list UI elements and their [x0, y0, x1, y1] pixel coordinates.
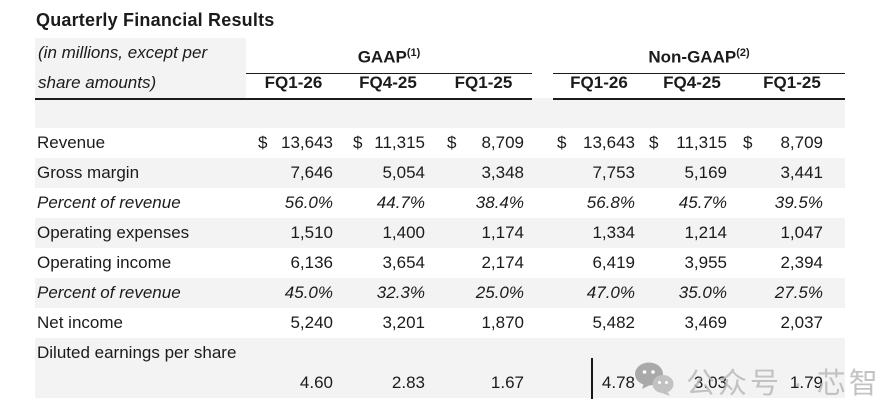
- dollar-sign: $: [447, 133, 457, 152]
- cell-value: 56.0%: [284, 193, 333, 212]
- cell-value: 38.4%: [475, 193, 524, 212]
- dollar-sign: $: [649, 133, 659, 152]
- cell-value: 1,400: [382, 223, 425, 242]
- text-cursor: [591, 358, 593, 399]
- row-label: Percent of revenue: [37, 193, 181, 212]
- cell-value: 2,394: [780, 253, 823, 272]
- cell-value: 3,348: [481, 163, 524, 182]
- cell-value: 5,169: [684, 163, 727, 182]
- row-label: Gross margin: [37, 163, 140, 182]
- gaap-group-header: GAAP(1): [246, 38, 532, 74]
- row-label: Operating expenses: [37, 223, 190, 242]
- cell-value: 25.0%: [475, 283, 524, 302]
- cell-value: 3,469: [684, 313, 727, 332]
- table-row-net-income: Net income 5,240 3,201 1,870 5,482 3,469…: [35, 308, 845, 338]
- cell-value: 8,709: [780, 133, 823, 152]
- table-row-operating-income: Operating income 6,136 3,654 2,174 6,419…: [35, 248, 845, 278]
- cell-value: 44.7%: [376, 193, 425, 212]
- cell-value: 4.78: [601, 373, 635, 392]
- cell-value: 1,334: [592, 223, 635, 242]
- row-label: Operating income: [37, 253, 172, 272]
- cell-value: 11,315: [676, 133, 727, 152]
- non-gaap-footnote-marker: (2): [736, 47, 750, 59]
- row-label: Percent of revenue: [37, 283, 181, 302]
- cell-value: 13,643: [583, 133, 635, 152]
- page-title: Quarterly Financial Results: [36, 10, 275, 30]
- col-gaap-fq1-26: FQ1-26: [246, 68, 341, 100]
- units-note-line2: share amounts): [35, 68, 246, 100]
- row-label: Revenue: [37, 133, 106, 152]
- cell-value: 2,174: [481, 253, 524, 272]
- cell-value: 13,643: [281, 133, 333, 152]
- row-label: Net income: [37, 313, 123, 332]
- cell-value: 56.8%: [586, 193, 635, 212]
- units-note-line1: (in millions, except per: [35, 38, 246, 74]
- dollar-sign: $: [557, 133, 567, 152]
- cell-value: 6,136: [290, 253, 333, 272]
- cell-value: 2.83: [391, 373, 425, 392]
- group-gap: [532, 68, 553, 100]
- table-row-percent-of-revenue-operating: Percent of revenue 45.0% 32.3% 25.0% 47.…: [35, 278, 845, 308]
- cell-value: 5,054: [382, 163, 425, 182]
- quarterly-results-table: (in millions, except per GAAP(1) Non-GAA…: [35, 38, 845, 398]
- cell-value: 1.67: [490, 373, 524, 392]
- col-non-gaap-fq4-25: FQ4-25: [645, 68, 739, 100]
- cell-value: 7,753: [592, 163, 635, 182]
- cell-value: 6,419: [592, 253, 635, 272]
- dollar-sign: $: [743, 133, 753, 152]
- cell-value: 1,214: [684, 223, 727, 242]
- gaap-footnote-marker: (1): [406, 47, 421, 59]
- row-label: Diluted earnings per share: [37, 343, 237, 362]
- table-row-gross-margin: Gross margin 7,646 5,054 3,348 7,753 5,1…: [35, 158, 845, 188]
- dollar-sign: $: [258, 133, 268, 152]
- table-row-revenue: Revenue $13,643 $11,315 $8,709 $13,643 $…: [35, 128, 845, 158]
- dollar-sign: $: [353, 133, 363, 152]
- table-row-diluted-eps: Diluted earnings per share 4.60 2.83 1.6…: [35, 338, 845, 398]
- table-header-groups: (in millions, except per GAAP(1) Non-GAA…: [35, 38, 845, 74]
- cell-value: 35.0%: [678, 283, 727, 302]
- cell-value: 4.60: [299, 373, 333, 392]
- col-non-gaap-fq1-25: FQ1-25: [739, 68, 845, 100]
- cell-value: 1,047: [780, 223, 823, 242]
- cell-value: 7,646: [290, 163, 333, 182]
- cell-value: 1,510: [290, 223, 333, 242]
- cell-value: 1.79: [789, 373, 823, 392]
- non-gaap-group-header: Non-GAAP(2): [553, 38, 845, 74]
- table-header-quarters: share amounts) FQ1-26 FQ4-25 FQ1-25 FQ1-…: [35, 68, 845, 100]
- cell-value: 3,654: [382, 253, 425, 272]
- cell-value: 45.7%: [678, 193, 727, 212]
- cell-value: 11,315: [374, 133, 425, 152]
- col-non-gaap-fq1-26: FQ1-26: [553, 68, 645, 100]
- cell-value: 3.03: [693, 373, 727, 392]
- cell-value: 2,037: [780, 313, 823, 332]
- cell-value: 39.5%: [774, 193, 823, 212]
- cell-value: 45.0%: [284, 283, 333, 302]
- cell-value: 32.3%: [376, 283, 425, 302]
- col-gaap-fq4-25: FQ4-25: [341, 68, 435, 100]
- cell-value: 27.5%: [774, 283, 823, 302]
- cell-value: 1,870: [481, 313, 524, 332]
- spacer-row: [35, 98, 845, 128]
- cell-value: 5,482: [592, 313, 635, 332]
- cell-value: 5,240: [290, 313, 333, 332]
- cell-value: 47.0%: [586, 283, 635, 302]
- table-row-operating-expenses: Operating expenses 1,510 1,400 1,174 1,3…: [35, 218, 845, 248]
- cell-value: 8,709: [481, 133, 524, 152]
- table-row-percent-of-revenue-gross: Percent of revenue 56.0% 44.7% 38.4% 56.…: [35, 188, 845, 218]
- cell-value: 3,201: [382, 313, 425, 332]
- cell-value: 3,955: [684, 253, 727, 272]
- cell-value: 1,174: [481, 223, 524, 242]
- cell-value: 3,441: [780, 163, 823, 182]
- col-gaap-fq1-25: FQ1-25: [435, 68, 532, 100]
